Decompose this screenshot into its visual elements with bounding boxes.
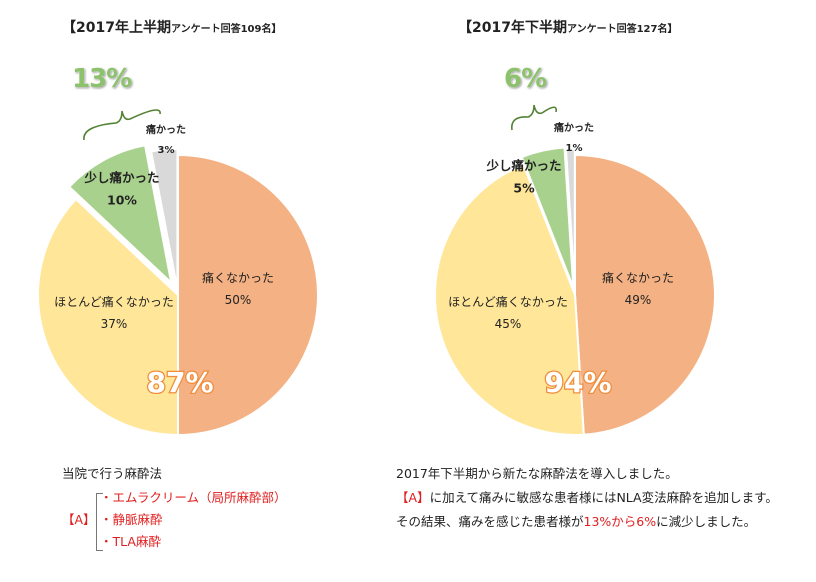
pie-2-combined-callout: 94%: [544, 366, 611, 399]
right-note-line-3-a: その結果、痛みを感じた患者様が: [396, 514, 584, 529]
pie-2-slice-2: [434, 163, 585, 436]
pie-1-brace: [83, 109, 161, 141]
pie-1-slice-2-label: ほとんど痛くなかった: [54, 294, 174, 309]
pie-1-slice-2-value: 37%: [101, 317, 128, 331]
pie-2-slice-1: [574, 153, 716, 436]
pie-1-slice-4-value: 3%: [158, 145, 175, 156]
pie-1-slice-1-label: 痛くなかった: [202, 270, 274, 285]
pie-1-slice-3-value: 10%: [107, 193, 137, 208]
pie-1-slice-1-value: 50%: [225, 293, 252, 307]
pie-2-slice-3: [520, 146, 575, 288]
pie-2-slice-3-label: 少し痛かった: [485, 158, 561, 173]
chart-title-2-main: 【2017年下半期: [458, 20, 567, 36]
left-note-item-1: ・エムラクリーム（局所麻酔部）: [100, 490, 287, 505]
right-note-line-3: その結果、痛みを感じた患者様が13%から6%に減少しました。: [396, 511, 806, 533]
pie-2-slice-3-value: 5%: [513, 181, 535, 196]
brace-callout-2: 6%: [504, 64, 547, 94]
left-note-item-2: ・静脈麻酔: [100, 512, 163, 527]
left-note-bracket-label: 【A】: [62, 512, 96, 527]
pie-1-slice-3-label: 少し痛かった: [83, 170, 159, 185]
pie-1-slice-4-label: 痛かった: [145, 123, 186, 136]
pie-2-slice-2-value: 45%: [495, 317, 522, 331]
right-note-line-3-red: 13%から6%: [583, 514, 657, 529]
pie-1-slice-2: [37, 197, 179, 437]
pie-1-slice-1: [177, 153, 319, 437]
left-note-heading: 当院で行う麻酔法: [62, 466, 163, 481]
pie-2-slice-4-value: 1%: [566, 143, 583, 154]
right-note-line-2: 【A】に加えて痛みに敏感な患者様にはNLA変法麻酔を追加します。: [396, 487, 806, 509]
chart-title-1-main: 【2017年上半期: [62, 20, 171, 36]
chart-title-1-sub: アンケート回答109名】: [170, 24, 282, 35]
pie-2-slice-2-label: ほとんど痛くなかった: [448, 294, 568, 309]
brace-callout-1: 13%: [72, 64, 132, 94]
pie-2-slice-1-label: 痛くなかった: [602, 270, 674, 285]
chart-title-1: 【2017年上半期アンケート回答109名】: [62, 17, 281, 37]
chart-title-2: 【2017年下半期アンケート回答127名】: [458, 17, 677, 37]
pie-2-slice-1-value: 49%: [625, 293, 652, 307]
left-note: 当院で行う麻酔法 【A】 ・エムラクリーム（局所麻酔部） ・静脈麻酔 ・TLA麻…: [62, 463, 362, 553]
chart-title-2-sub: アンケート回答127名】: [566, 24, 678, 35]
left-note-bracket: [96, 493, 103, 551]
pie-1-combined-callout: 87%: [146, 366, 213, 399]
pie-1-slice-4: [150, 148, 179, 290]
right-note-line-3-b: に減少しました。: [656, 514, 757, 529]
right-note-line-2-rest: に加えて痛みに敏感な患者様にはNLA変法麻酔を追加します。: [429, 490, 778, 505]
pie-1-slice-3: [67, 144, 173, 286]
pie-2-brace: [511, 104, 558, 131]
right-note: 2017年下半期から新たな麻酔法を導入しました。 【A】に加えて痛みに敏感な患者…: [396, 463, 806, 533]
pie-2-slice-4-label: 痛かった: [553, 121, 594, 134]
right-note-line-2-red: 【A】: [396, 490, 430, 505]
right-note-line-1: 2017年下半期から新たな麻酔法を導入しました。: [396, 466, 678, 481]
left-note-item-3: ・TLA麻酔: [100, 534, 161, 549]
pie-2-slice-4: [564, 148, 576, 290]
